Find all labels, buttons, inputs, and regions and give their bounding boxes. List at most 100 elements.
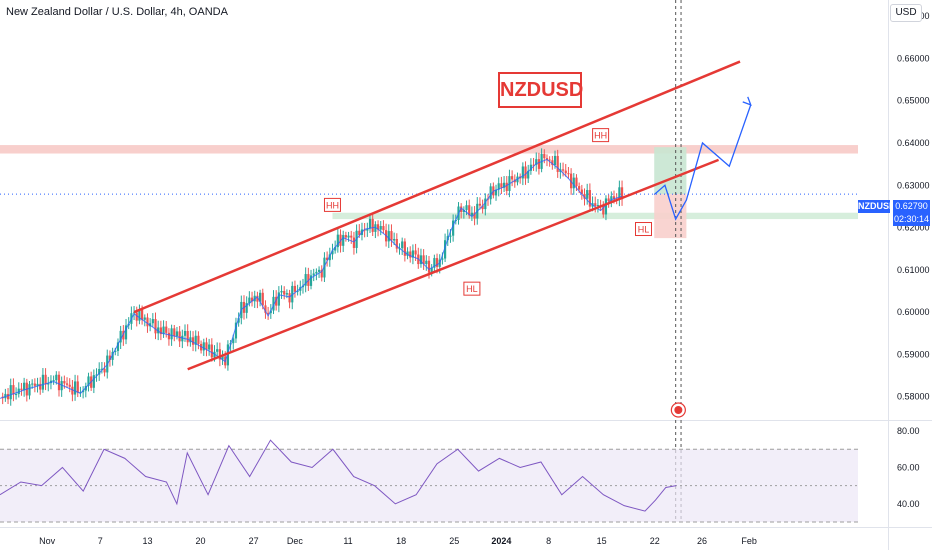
candle-body <box>275 296 278 306</box>
candle-body <box>82 390 85 393</box>
candle-body <box>414 250 417 255</box>
candle-body <box>320 269 323 278</box>
candle-body <box>6 393 10 400</box>
candle-body <box>395 238 398 249</box>
current-price-box: 0.62790 02:30:14 <box>893 200 930 226</box>
candle-body <box>425 260 428 265</box>
candle-body <box>376 224 380 230</box>
candle-body <box>124 325 128 340</box>
candle-body <box>435 258 439 267</box>
candle-body <box>430 267 433 273</box>
candle-body <box>258 292 262 302</box>
candle-body <box>575 177 578 187</box>
candle-body <box>366 228 369 231</box>
candle-body <box>216 349 219 352</box>
rsi-tick-label: 60.00 <box>897 462 920 472</box>
candle-body <box>500 183 503 188</box>
candle-body <box>291 285 294 303</box>
candle-body <box>511 176 514 180</box>
candle-body <box>387 231 390 242</box>
resistance-zone <box>0 145 858 154</box>
projection-arrowhead <box>742 96 752 107</box>
candle-body <box>261 292 264 306</box>
candle-body <box>478 203 482 206</box>
candle-body <box>65 383 69 385</box>
pair-label-box: NZDUSD <box>498 72 583 108</box>
candle-body <box>323 257 326 278</box>
candle-body <box>468 205 471 216</box>
bar-countdown: 02:30:14 <box>893 214 930 224</box>
candle-body <box>141 309 144 320</box>
candle-body <box>71 386 74 395</box>
candle-body <box>293 285 297 292</box>
candle-body <box>23 382 26 391</box>
time-tick-label: 7 <box>98 536 103 546</box>
candle-body <box>92 375 95 388</box>
candle-body <box>473 212 476 219</box>
candle-body <box>315 271 318 274</box>
time-tick-label: 13 <box>142 536 152 546</box>
symbol-price-tag: NZDUSD <box>858 200 896 213</box>
candle-body <box>237 318 240 323</box>
candle-body <box>441 258 444 260</box>
candle-body <box>427 260 431 273</box>
candle-body <box>527 170 530 179</box>
candle-body <box>175 331 179 337</box>
price-tick-label: 0.58000 <box>897 392 930 402</box>
candle-body <box>529 164 532 171</box>
candle-body <box>17 388 20 395</box>
candle-body <box>31 383 34 385</box>
candle-body <box>197 335 200 344</box>
candle-body <box>374 224 377 232</box>
currency-button[interactable]: USD <box>890 4 922 22</box>
candle-body <box>309 275 313 286</box>
time-tick-label: 22 <box>650 536 660 546</box>
candle-body <box>401 241 404 249</box>
candle-body <box>194 335 197 345</box>
candle-body <box>350 235 353 238</box>
candle-body <box>443 240 447 259</box>
candle-body <box>14 394 18 396</box>
candle-body <box>489 186 492 200</box>
candle-body <box>449 235 452 237</box>
candle-body <box>497 183 500 190</box>
candle-body <box>138 309 141 321</box>
candle-body <box>111 351 114 360</box>
candle-body <box>283 290 286 295</box>
candle-body <box>578 186 581 190</box>
candle-body <box>205 342 208 350</box>
candle-body <box>269 310 272 314</box>
candle-body <box>543 154 546 159</box>
rsi-band <box>0 449 858 522</box>
time-tick-label: Dec <box>287 536 304 546</box>
candle-body <box>484 198 487 210</box>
candle-body <box>409 251 412 258</box>
candle-body <box>326 257 329 261</box>
candle-body <box>331 250 334 255</box>
candle-body <box>342 235 345 246</box>
candle-body <box>465 205 468 210</box>
price-tick-label: 0.60000 <box>897 307 930 317</box>
price-tick-label: 0.59000 <box>897 349 930 359</box>
candle-body <box>135 312 138 321</box>
rsi-tick-label: 80.00 <box>897 426 920 436</box>
candle-body <box>382 226 385 231</box>
price-tick-label: 0.66000 <box>897 53 930 63</box>
support-zone <box>332 212 859 220</box>
candle-body <box>371 218 374 232</box>
time-tick-label: 26 <box>697 536 707 546</box>
swing-annotation: HL <box>635 222 652 237</box>
candle-body <box>548 159 551 161</box>
candle-body <box>47 383 50 385</box>
price-tick-label: 0.61000 <box>897 265 930 275</box>
candle-body <box>63 381 66 384</box>
candle-body <box>264 305 267 313</box>
candle-body <box>108 355 112 360</box>
candle-body <box>564 170 567 174</box>
candle-body <box>352 237 356 248</box>
candle-body <box>232 338 235 344</box>
candle-body <box>44 374 47 385</box>
time-tick-label: Nov <box>39 536 56 546</box>
